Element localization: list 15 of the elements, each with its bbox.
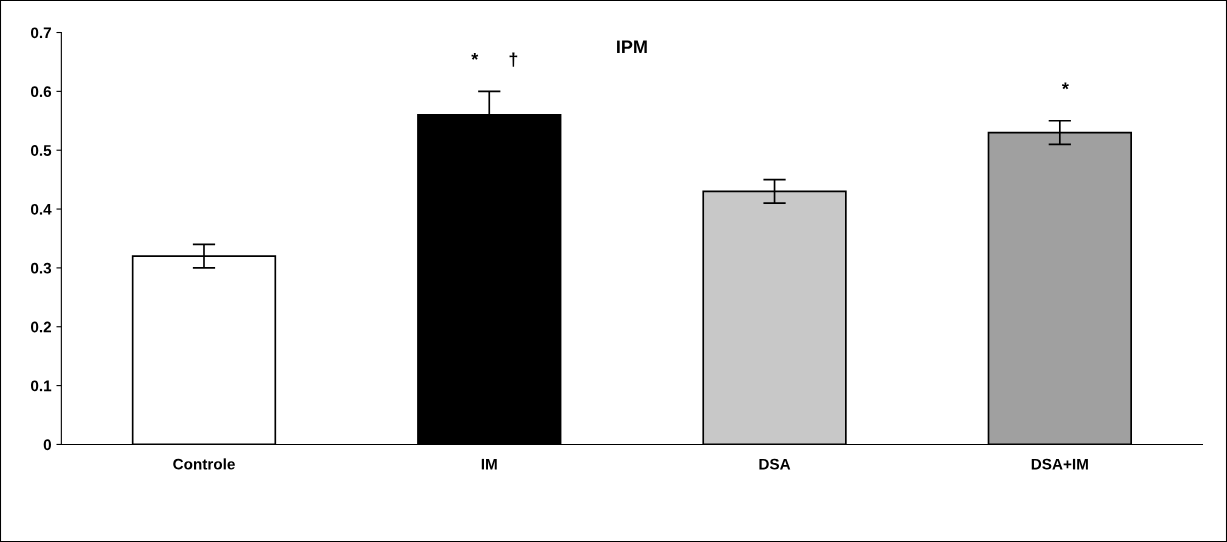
y-tick-label: 0.7: [31, 27, 51, 39]
y-tick-label: 0.3: [31, 262, 52, 274]
y-tick-label: 0.4: [31, 203, 52, 215]
y-tick-label: 0.2: [31, 321, 52, 333]
y-tick-label: 0.5: [31, 145, 52, 156]
x-tick-label: Controle: [173, 458, 235, 470]
y-tick-label: 0.1: [31, 380, 52, 392]
x-tick-label: DSA+IM: [1031, 458, 1088, 470]
chart-title: IPM: [617, 40, 647, 54]
annotation: *: [1061, 82, 1069, 90]
annotation: * †: [471, 52, 518, 67]
y-tick-label: 0.6: [31, 86, 52, 98]
x-tick-label: IM: [481, 458, 497, 470]
x-tick-label: DSA: [759, 458, 791, 470]
y-tick-label: 0: [43, 439, 51, 451]
